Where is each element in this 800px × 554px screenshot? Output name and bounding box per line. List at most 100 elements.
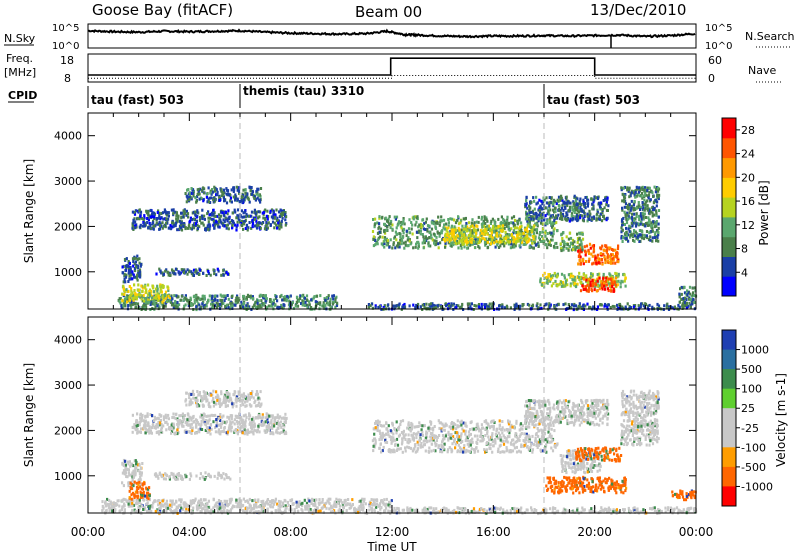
range-cell [654, 190, 657, 194]
range-cell [184, 294, 187, 298]
range-cell [626, 207, 630, 211]
range-cell [173, 271, 176, 275]
range-cell [562, 239, 565, 243]
range-cell [226, 294, 229, 297]
range-cell [124, 280, 127, 284]
range-cell [623, 205, 626, 209]
range-cell [280, 293, 283, 297]
range-cell [331, 294, 334, 298]
range-cell [275, 509, 278, 513]
range-cell [131, 224, 134, 228]
range-cell [196, 188, 199, 192]
range-cell [159, 504, 162, 508]
range-cell [593, 288, 596, 292]
range-cell [440, 215, 443, 219]
range-cell [640, 192, 644, 195]
range-cell [174, 221, 178, 225]
range-cell [539, 303, 542, 307]
range-cell [138, 273, 141, 277]
range-cell [558, 209, 561, 212]
power-colorbar-tick-label: 4 [741, 266, 748, 279]
range-cell [537, 245, 540, 248]
range-cell [161, 303, 164, 307]
range-cell [213, 185, 216, 189]
range-cell [678, 305, 681, 309]
range-cell [584, 287, 587, 291]
range-cell [131, 270, 134, 274]
range-cell [372, 237, 375, 241]
range-cell [221, 502, 224, 506]
range-cell [524, 202, 527, 206]
range-cell [581, 259, 585, 263]
range-cell [172, 224, 175, 228]
range-cell [390, 219, 393, 223]
range-cell [430, 233, 433, 237]
range-cell [415, 216, 418, 220]
range-cell [451, 241, 454, 245]
range-cell [389, 226, 392, 230]
range-cell [603, 217, 606, 221]
range-cell [138, 208, 141, 212]
range-cell [577, 246, 580, 250]
range-cell [305, 298, 308, 302]
range-cell [450, 224, 453, 228]
range-cell [553, 222, 556, 225]
range-cell [620, 236, 623, 240]
range-cell [338, 507, 341, 511]
range-cell [478, 305, 481, 309]
range-cell [628, 216, 631, 220]
range-cell [136, 288, 139, 292]
range-cell [653, 208, 656, 212]
range-cell [452, 302, 455, 306]
range-cell [688, 301, 691, 305]
range-cell [614, 283, 617, 287]
range-cell [437, 246, 440, 250]
range-cell [169, 508, 172, 512]
range-cell [146, 293, 150, 297]
range-cell [306, 303, 309, 307]
range-cell [691, 286, 694, 290]
range-cell [159, 269, 162, 273]
range-cell [487, 224, 490, 228]
range-cell [186, 188, 189, 192]
range-cell [371, 503, 374, 506]
range-cell [388, 500, 391, 504]
range-cell [417, 229, 420, 233]
range-cell [322, 510, 325, 514]
range-cell [254, 498, 257, 502]
range-cell [389, 222, 392, 226]
range-cell [543, 271, 546, 275]
range-cell [331, 302, 335, 306]
range-cell [372, 235, 375, 239]
scatter-region-1 [121, 283, 172, 304]
range-cell [169, 499, 172, 503]
range-cell [567, 273, 570, 277]
range-cell [552, 201, 555, 205]
range-cell [221, 505, 224, 508]
range-cell [283, 295, 287, 299]
range-cell [535, 216, 538, 220]
range-cell [116, 503, 119, 507]
range-cell [176, 228, 179, 232]
range-cell [130, 305, 133, 309]
range-cell [285, 215, 288, 219]
range-cell [422, 227, 425, 231]
range-cell [431, 221, 434, 225]
range-cell [248, 510, 251, 514]
range-cell [416, 236, 419, 240]
range-cell [596, 273, 599, 276]
range-cell [584, 285, 587, 289]
range-cell [133, 289, 136, 292]
range-cell [419, 305, 422, 309]
range-cell [636, 237, 640, 241]
range-cell [599, 246, 602, 250]
range-cell [524, 235, 527, 239]
range-cell [240, 199, 243, 202]
range-cell [502, 221, 505, 225]
range-cell [644, 191, 647, 195]
range-cell [256, 510, 260, 514]
date-title: 13/Dec/2010 [590, 1, 686, 19]
range-cell [218, 196, 221, 200]
range-cell [477, 241, 480, 244]
range-cell [471, 222, 474, 226]
